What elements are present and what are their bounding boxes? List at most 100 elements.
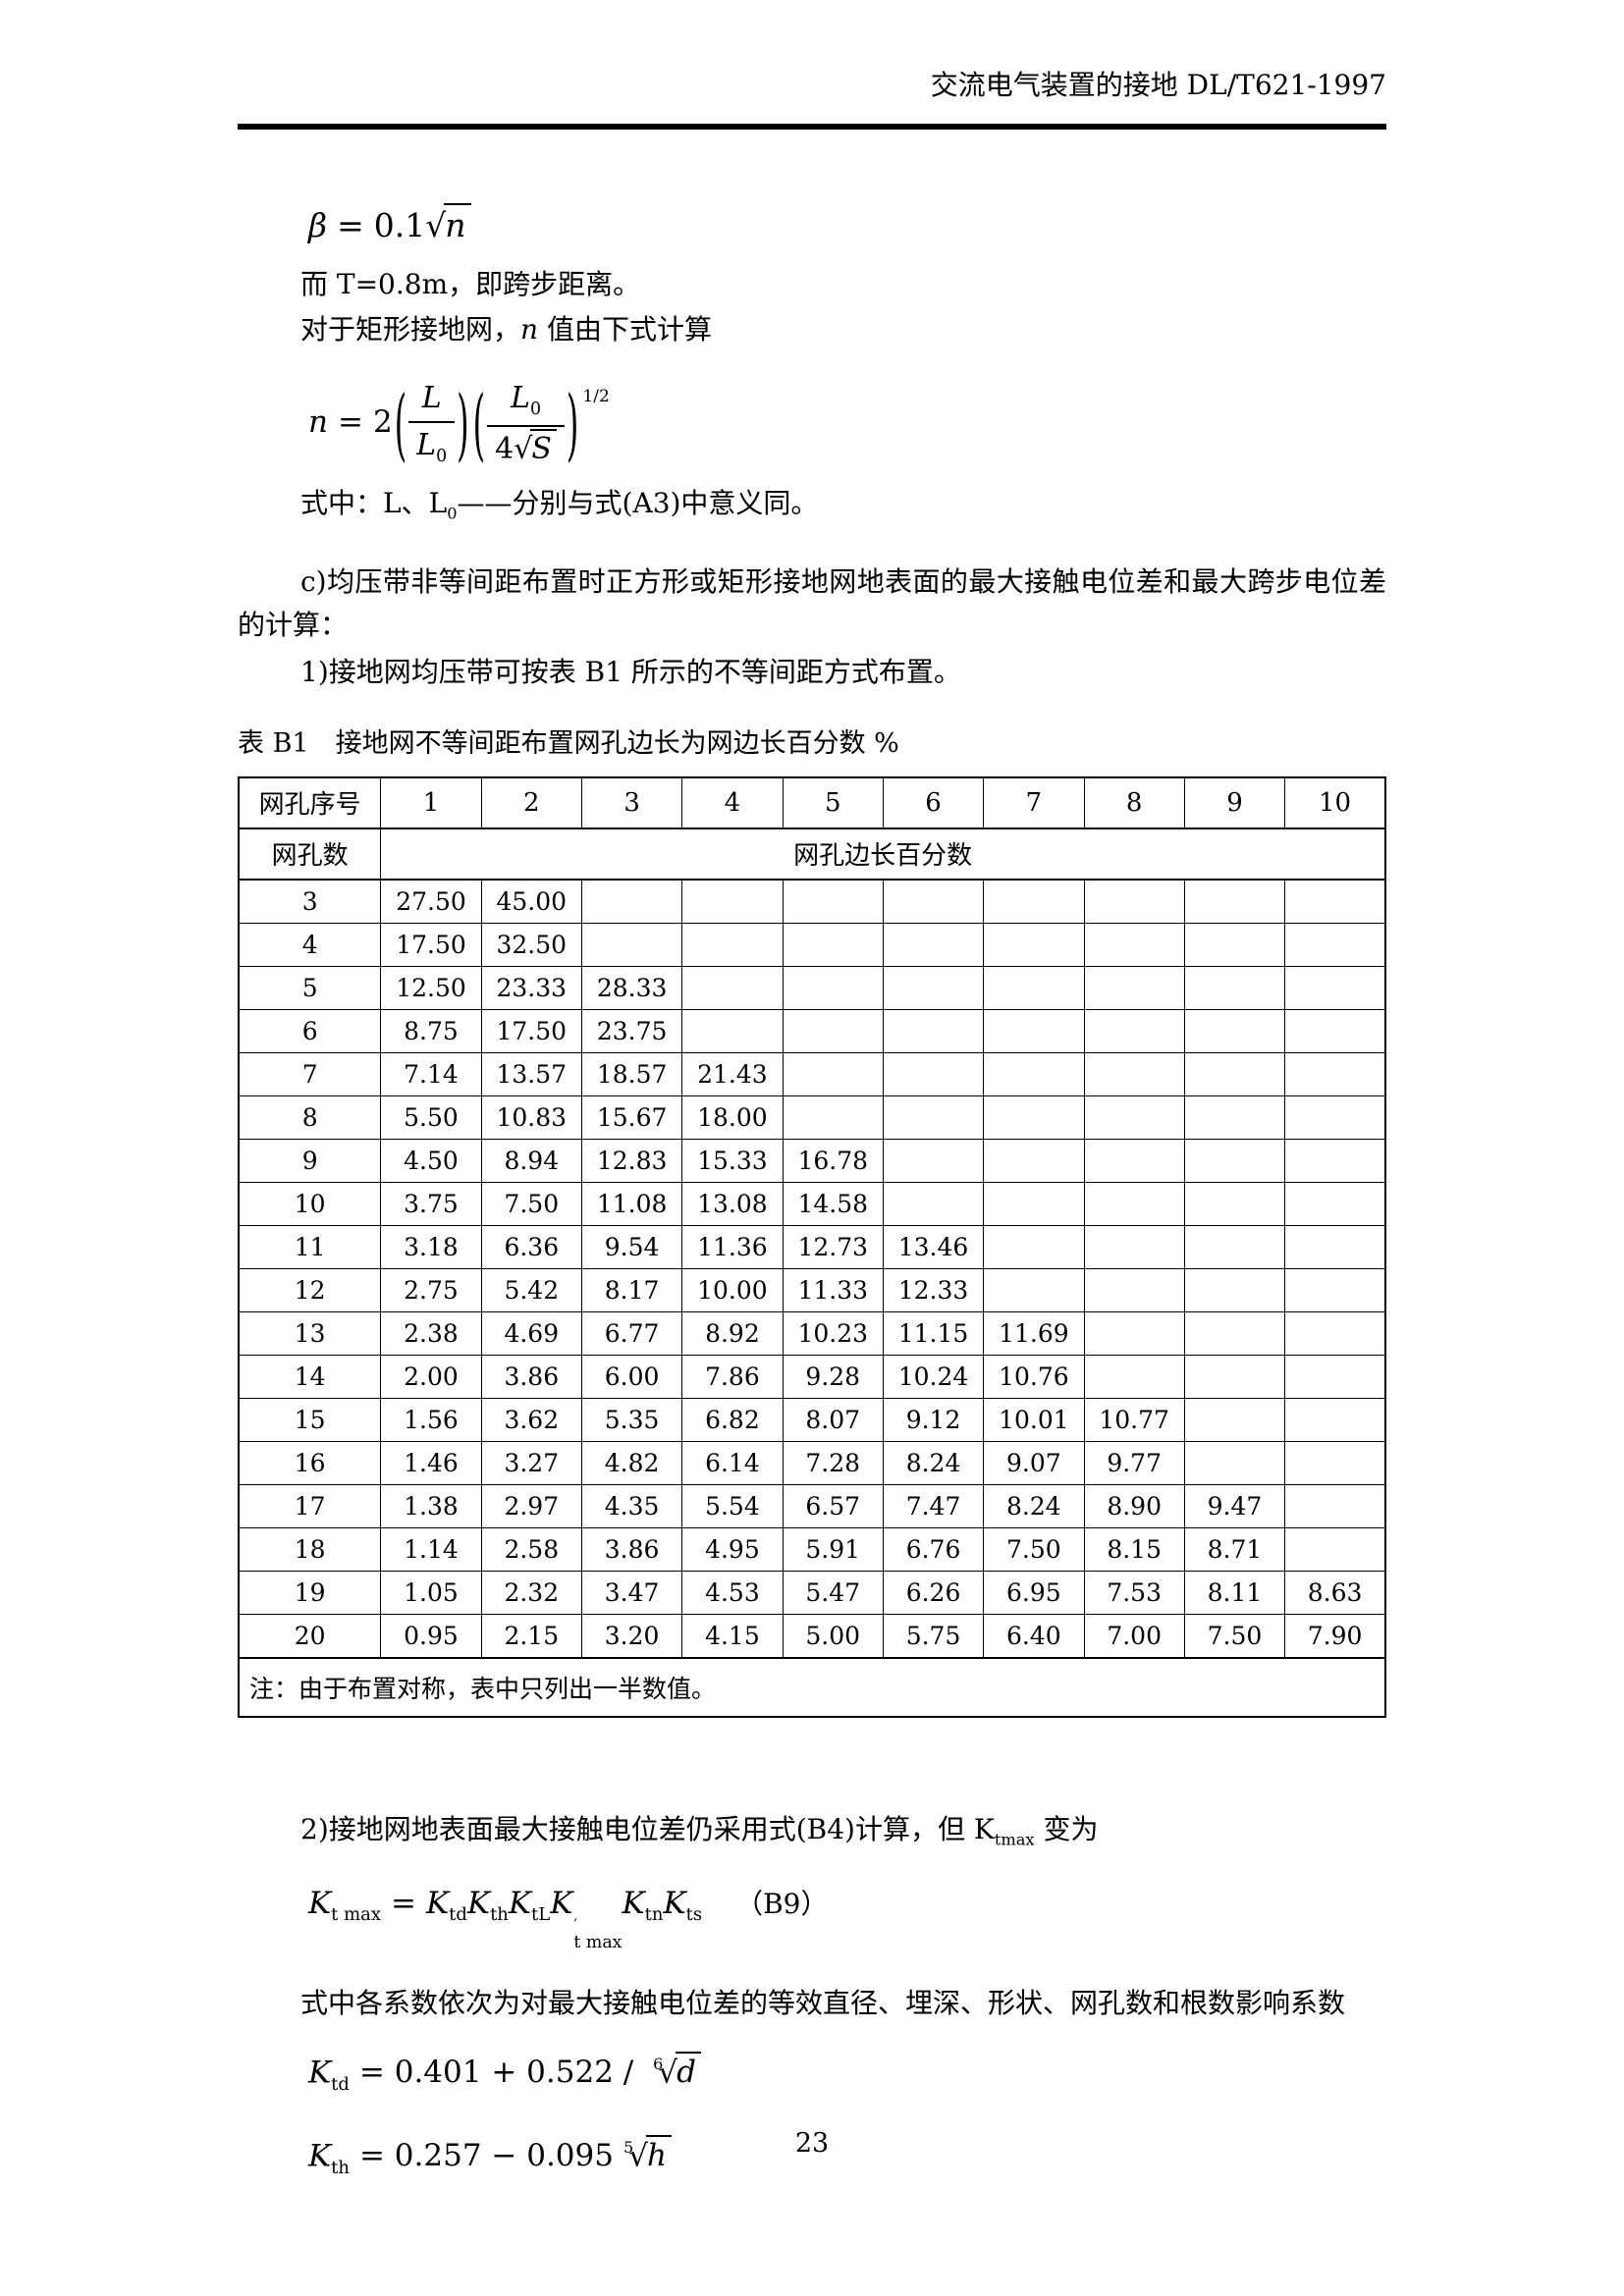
percent-value-cell: 6.95 (983, 1570, 1085, 1615)
percent-value-cell (782, 922, 884, 967)
percent-value-cell: 8.94 (480, 1138, 582, 1183)
where-post: ——分别与式(A3)中意义同。 (457, 487, 819, 520)
mesh-count-cell: 10 (238, 1181, 382, 1226)
mesh-count-cell: 8 (238, 1095, 382, 1140)
percent-value-cell: 6.77 (580, 1310, 683, 1356)
ktmax-subscript: tmax (994, 1830, 1035, 1849)
header-divider (238, 124, 1386, 130)
paragraph-c: c)均压带非等间距布置时正方形或矩形接地网地表面的最大接触电位差和最大跨步电位差… (238, 564, 1386, 641)
rhs-expression: = 0.257 − 0.095 (358, 2138, 614, 2174)
percent-value-cell (1183, 1224, 1286, 1269)
percent-value-cell: 4.15 (681, 1613, 784, 1659)
percent-value-cell: 10.77 (1083, 1397, 1185, 1442)
coefficient: 2 (372, 404, 393, 441)
mesh-count-cell: 12 (238, 1267, 382, 1312)
col-header-cell: 1 (380, 776, 482, 829)
formula-kth: Kth = 0.257 − 0.095 5√h (308, 2135, 1386, 2177)
percent-value-cell (1183, 1095, 1286, 1140)
percent-value-cell: 28.33 (580, 965, 683, 1010)
percent-value-cell: 23.33 (480, 965, 582, 1010)
percent-value-cell: 7.50 (480, 1181, 582, 1226)
percent-value-cell: 10.00 (681, 1267, 784, 1312)
percent-value-cell: 4.50 (380, 1138, 482, 1183)
percent-value-cell: 3.86 (580, 1526, 683, 1572)
percent-value-cell (681, 922, 784, 967)
sqrt-expression: √d (658, 2052, 701, 2091)
percent-value-cell: 8.17 (580, 1267, 683, 1312)
percent-value-cell: 1.14 (380, 1526, 482, 1572)
percent-value-cell: 6.36 (480, 1224, 582, 1269)
percent-value-cell: 7.00 (1083, 1613, 1185, 1659)
n-lhs: n (308, 404, 328, 441)
percent-value-cell: 11.33 (782, 1267, 884, 1312)
percent-value-cell: 5.54 (681, 1483, 784, 1528)
corner-header-cell: 网孔序号 (238, 776, 382, 829)
percent-value-cell: 5.75 (882, 1613, 985, 1659)
n-variable: n (520, 313, 539, 346)
percent-value-cell (983, 1181, 1085, 1226)
table-row: 17 1.38 2.97 4.35 5.54 6.57 7.47 8.24 8.90 9.47 (238, 1483, 1386, 1528)
n-intro-line: 对于矩形接地网，n 值由下式计算 (238, 311, 1386, 348)
left-paren: ( (472, 377, 486, 471)
percent-value-cell (983, 965, 1085, 1010)
percent-value-cell (782, 879, 884, 924)
percent-value-cell (681, 1008, 784, 1053)
col-header-cell: 8 (1083, 776, 1185, 829)
percent-value-cell: 8.92 (681, 1310, 784, 1356)
percent-value-cell (681, 879, 784, 924)
radical-sign: √ (514, 431, 532, 466)
table-row: 5 12.50 23.33 28.33 (238, 965, 1386, 1010)
mesh-count-cell: 17 (238, 1483, 382, 1528)
percent-value-cell (882, 879, 985, 924)
percent-value-cell (580, 879, 683, 924)
percent-value-cell: 11.08 (580, 1181, 683, 1226)
percent-value-cell: 6.57 (782, 1483, 884, 1528)
mesh-count-cell: 20 (238, 1613, 382, 1659)
percent-value-cell: 11.36 (681, 1224, 784, 1269)
percent-value-cell: 2.32 (480, 1570, 582, 1615)
col-header-cell: 9 (1183, 776, 1286, 829)
percent-value-cell (983, 1051, 1085, 1096)
percent-value-cell (983, 922, 1085, 967)
percent-value-cell (1183, 1440, 1286, 1485)
percent-value-cell: 5.91 (782, 1526, 884, 1572)
percent-value-cell: 9.54 (580, 1224, 683, 1269)
percent-value-cell: 4.95 (681, 1526, 784, 1572)
percent-value-cell: 10.76 (983, 1354, 1085, 1399)
percent-value-cell (1284, 1526, 1386, 1572)
percent-value-cell (1083, 965, 1185, 1010)
percent-value-cell (782, 1008, 884, 1053)
percent-value-cell: 3.18 (380, 1224, 482, 1269)
mesh-count-cell: 13 (238, 1310, 382, 1356)
percent-value-cell: 2.58 (480, 1526, 582, 1572)
percent-value-cell: 4.82 (580, 1440, 683, 1485)
span-header-cell: 网孔边长百分数 (380, 828, 1386, 881)
percent-value-cell: 6.00 (580, 1354, 683, 1399)
percent-value-cell: 7.86 (681, 1354, 784, 1399)
percent-value-cell (1083, 1138, 1185, 1183)
percent-value-cell: 8.71 (1183, 1526, 1286, 1572)
percent-value-cell: 14.58 (782, 1181, 884, 1226)
percent-value-cell (1183, 922, 1286, 967)
percent-value-cell (882, 1138, 985, 1183)
percent-value-cell (1284, 1181, 1386, 1226)
factor: Kts (663, 1886, 703, 1926)
radicand: d (676, 2052, 701, 2091)
factor: KtL (508, 1886, 551, 1926)
percent-value-cell: 9.12 (882, 1397, 985, 1442)
table-header-section: 网孔序号 1 2 3 4 5 6 7 8 9 10 网孔数 网孔边长百分数 (238, 776, 1386, 881)
percent-value-cell (1183, 1181, 1286, 1226)
table-note-section: 注：由于布置对称，表中只列出一半数值。 (238, 1656, 1386, 1718)
percent-value-cell (1183, 1354, 1286, 1399)
page-title: 交流电气装置的接地 DL/T621-1997 (930, 69, 1386, 101)
rhs-expression: = 0.401 + 0.522 / (358, 2055, 644, 2091)
fraction-denominator: 4√S (487, 427, 565, 470)
factor: Ktn (622, 1886, 664, 1926)
k-base: K (308, 2055, 332, 2091)
where-subscript: 0 (447, 504, 458, 523)
percent-value-cell: 3.86 (480, 1354, 582, 1399)
mesh-count-cell: 15 (238, 1397, 382, 1442)
formula-n: n = 2(L L0)(L0 4√S) 1/2 (308, 377, 1386, 471)
percent-value-cell: 27.50 (380, 879, 482, 924)
